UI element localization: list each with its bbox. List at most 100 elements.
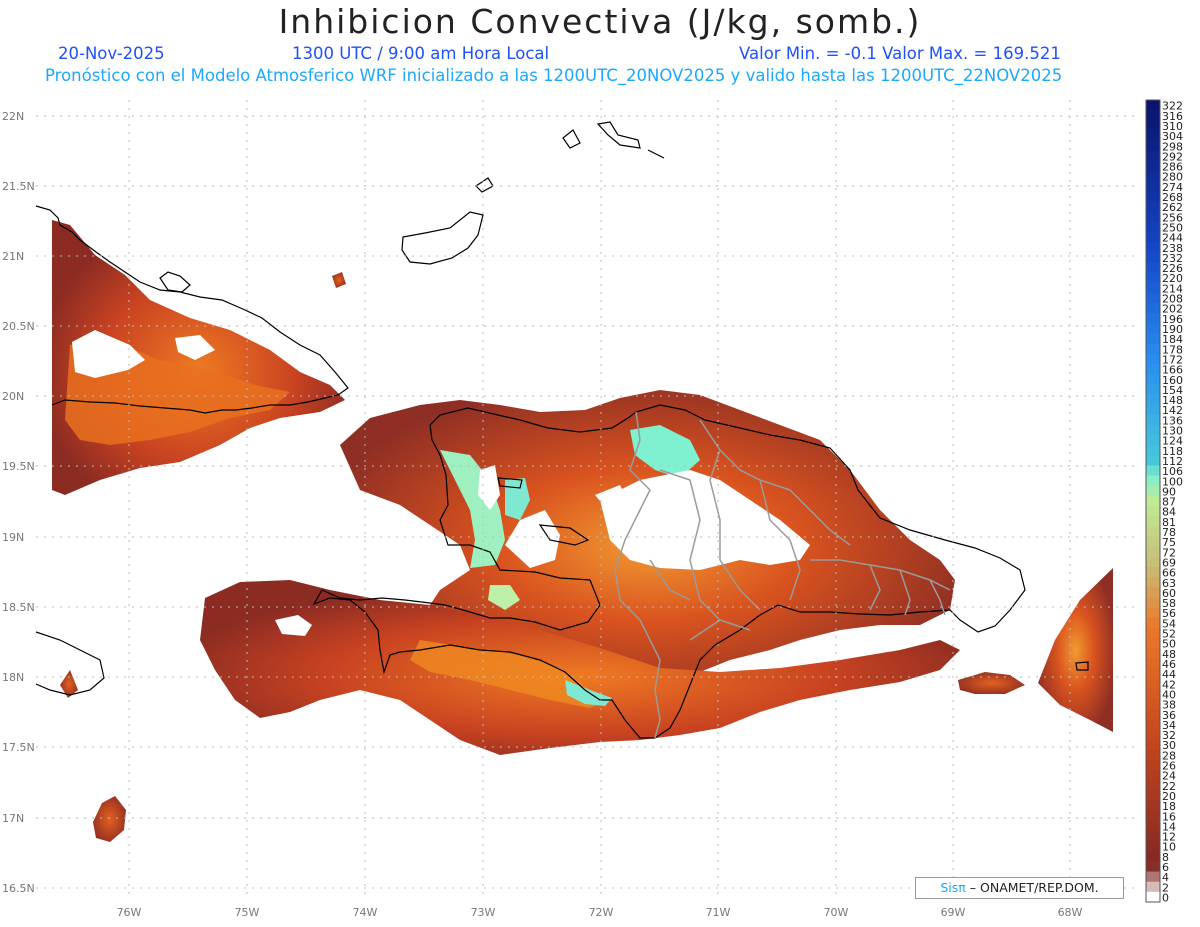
colorbar-tick: 28: [1162, 749, 1176, 762]
cin-peak-north-1: [630, 425, 700, 478]
colorbar-swatch: [1146, 404, 1160, 416]
colorbar-tick: 2: [1162, 881, 1169, 894]
coast-mona: [1075, 661, 1089, 671]
colorbar-swatch: [1146, 120, 1160, 131]
coast-cuba-keys: [159, 271, 191, 293]
lon-label: 76W: [117, 906, 142, 919]
min-max-values: Valor Min. = -0.1 Valor Max. = 169.521: [739, 44, 1061, 63]
colorbar-tick: 196: [1162, 313, 1183, 326]
lat-label: 19N: [2, 531, 24, 544]
colorbar-swatch: [1146, 465, 1160, 477]
forecast-date: 20-Nov-2025: [58, 44, 165, 63]
colorbar-tick: 154: [1162, 384, 1183, 397]
colorbar-swatch: [1146, 343, 1160, 355]
colorbar-tick: 298: [1162, 140, 1183, 153]
colorbar-tick: 22: [1162, 780, 1176, 793]
coast-tortuga: [497, 477, 523, 489]
colorbar-swatch: [1146, 455, 1160, 466]
lon-label: 74W: [353, 906, 378, 919]
cin-area-jamaica: [93, 796, 126, 842]
forecast-description: Pronóstico con el Modelo Atmosferico WRF…: [45, 66, 1063, 85]
colorbar-swatch: [1146, 617, 1160, 629]
colorbar-tick: 46: [1162, 658, 1176, 671]
colorbar-tick: 256: [1162, 211, 1183, 224]
colorbar-swatch: [1146, 191, 1160, 203]
colorbar-swatch: [1146, 851, 1160, 862]
colorbar-swatch: [1146, 597, 1160, 609]
colorbar-tick: 184: [1162, 333, 1183, 346]
colorbar-tick: 0: [1162, 892, 1169, 905]
colorbar-swatch: [1146, 160, 1160, 172]
cin-gap-south-hole: [275, 615, 312, 636]
colorbar-tick: 12: [1162, 831, 1176, 844]
colorbar-tick: 90: [1162, 485, 1176, 498]
colorbar-swatch: [1146, 566, 1160, 578]
coast-bahamas-1: [401, 211, 484, 265]
colorbar-swatch: [1146, 292, 1160, 304]
border-haiti-dr: [614, 411, 661, 739]
colorbar-tick: 292: [1162, 150, 1183, 163]
colorbar-swatch: [1146, 353, 1160, 365]
colorbar-swatch: [1146, 100, 1160, 111]
cin-area-mona: [958, 672, 1025, 694]
credit-brand: Sisπ: [940, 880, 966, 895]
colorbar-swatch: [1146, 719, 1160, 730]
colorbar-swatch: [1146, 221, 1160, 233]
colorbar-swatch: [1146, 830, 1160, 842]
lat-label: 18N: [2, 671, 24, 684]
colorbar: 3223163103042982922862802742682622562502…: [1145, 99, 1183, 905]
colorbar-tick: 8: [1162, 851, 1169, 864]
colorbar-tick: 24: [1162, 770, 1176, 783]
lat-label: 16.5N: [2, 882, 35, 895]
colorbar-tick: 268: [1162, 191, 1183, 204]
colorbar-swatch: [1146, 577, 1160, 588]
colorbar-tick: 36: [1162, 709, 1176, 722]
colorbar-tick: 226: [1162, 262, 1183, 275]
colorbar-frame: [1145, 99, 1161, 903]
colorbar-swatch: [1146, 881, 1160, 893]
colorbar-tick: 112: [1162, 455, 1183, 468]
colorbar-swatch: [1146, 800, 1160, 812]
colorbar-tick: 72: [1162, 546, 1176, 559]
colorbar-swatch: [1146, 171, 1160, 182]
colorbar-swatch: [1146, 303, 1160, 314]
colorbar-swatch: [1146, 201, 1160, 213]
colorbar-swatch: [1146, 495, 1160, 507]
colorbar-tick: 130: [1162, 425, 1183, 438]
colorbar-tick: 75: [1162, 536, 1176, 549]
colorbar-swatch: [1146, 526, 1160, 538]
colorbar-tick: 42: [1162, 678, 1176, 691]
colorbar-swatch: [1146, 709, 1160, 720]
borders: [614, 411, 951, 739]
colorbar-tick: 38: [1162, 699, 1176, 712]
colorbar-tick: 48: [1162, 648, 1176, 661]
colorbar-tick: 40: [1162, 688, 1176, 701]
cin-field: [52, 220, 1113, 842]
colorbar-tick: 44: [1162, 668, 1176, 681]
colorbar-tick: 118: [1162, 445, 1183, 458]
colorbar-tick: 69: [1162, 556, 1176, 569]
colorbar-tick: 262: [1162, 201, 1183, 214]
colorbar-swatch: [1146, 323, 1160, 334]
cin-area-small-1: [60, 670, 78, 698]
map-canvas: 22N 21.5N 21N 20.5N 20N 19.5N 19N 18.5N …: [2, 99, 1183, 919]
colorbar-tick: 14: [1162, 820, 1176, 833]
cin-area-south: [200, 580, 960, 755]
lat-label: 17N: [2, 812, 24, 825]
colorbar-tick: 208: [1162, 293, 1183, 306]
lat-label: 22N: [2, 110, 24, 123]
lat-labels: 22N 21.5N 21N 20.5N 20N 19.5N 19N 18.5N …: [2, 110, 35, 895]
credit-org: – ONAMET/REP.DOM.: [969, 880, 1099, 895]
colorbar-swatch: [1146, 516, 1160, 527]
colorbar-swatch: [1146, 587, 1160, 598]
colorbar-tick: 304: [1162, 130, 1183, 143]
colorbar-tick: 274: [1162, 181, 1183, 194]
colorbar-swatch: [1146, 668, 1160, 680]
lon-label: 70W: [824, 906, 849, 919]
coastlines: [35, 121, 1089, 739]
cin-gap-haiti-3: [595, 485, 630, 515]
coast-bahamas-5: [647, 149, 665, 159]
lat-label: 21N: [2, 250, 24, 263]
colorbar-swatch: [1146, 424, 1160, 436]
colorbar-swatch: [1146, 211, 1160, 223]
